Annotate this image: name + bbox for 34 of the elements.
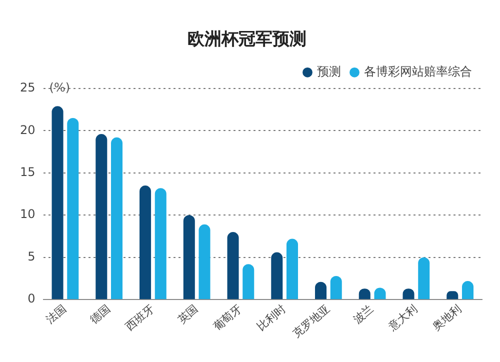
x-tick-label: 西班牙: [123, 302, 157, 334]
bar: [140, 186, 152, 300]
x-tick-label: 克罗地亚: [290, 302, 332, 340]
chart-title: 欧洲杯冠军预测: [188, 30, 306, 50]
legend-label: 各博彩网站赔率综合: [364, 64, 472, 79]
legend-label: 预测: [317, 64, 341, 79]
x-tick-label: 奥地利: [430, 302, 464, 334]
bar: [154, 188, 166, 300]
x-tick-label: 德国: [88, 302, 113, 326]
x-tick-label: 意大利: [386, 302, 420, 334]
y-tick-label: 15: [20, 165, 36, 180]
x-tick-label: 波兰: [350, 302, 376, 326]
y-tick-label: 10: [20, 207, 36, 222]
bar: [271, 252, 283, 300]
y-tick-label: 20: [20, 122, 36, 137]
bar: [330, 276, 342, 300]
bar: [418, 257, 430, 300]
bar: [96, 134, 108, 300]
bar: [52, 106, 64, 300]
bar: [67, 118, 79, 300]
x-tick-label: 法国: [44, 302, 69, 326]
y-axis-title: (%): [49, 80, 70, 95]
x-tick-label: 英国: [175, 302, 201, 326]
x-tick-label: 葡萄牙: [210, 302, 244, 334]
bar: [198, 224, 210, 300]
y-tick-label: 25: [20, 80, 36, 95]
bar: [183, 215, 195, 300]
y-tick-label: 5: [28, 249, 36, 264]
bar: [111, 137, 123, 300]
bar: [227, 232, 239, 300]
bar: [286, 238, 298, 300]
bar: [242, 264, 254, 300]
x-tick-label: 比利时: [254, 302, 288, 334]
y-tick-label: 0: [28, 292, 36, 306]
